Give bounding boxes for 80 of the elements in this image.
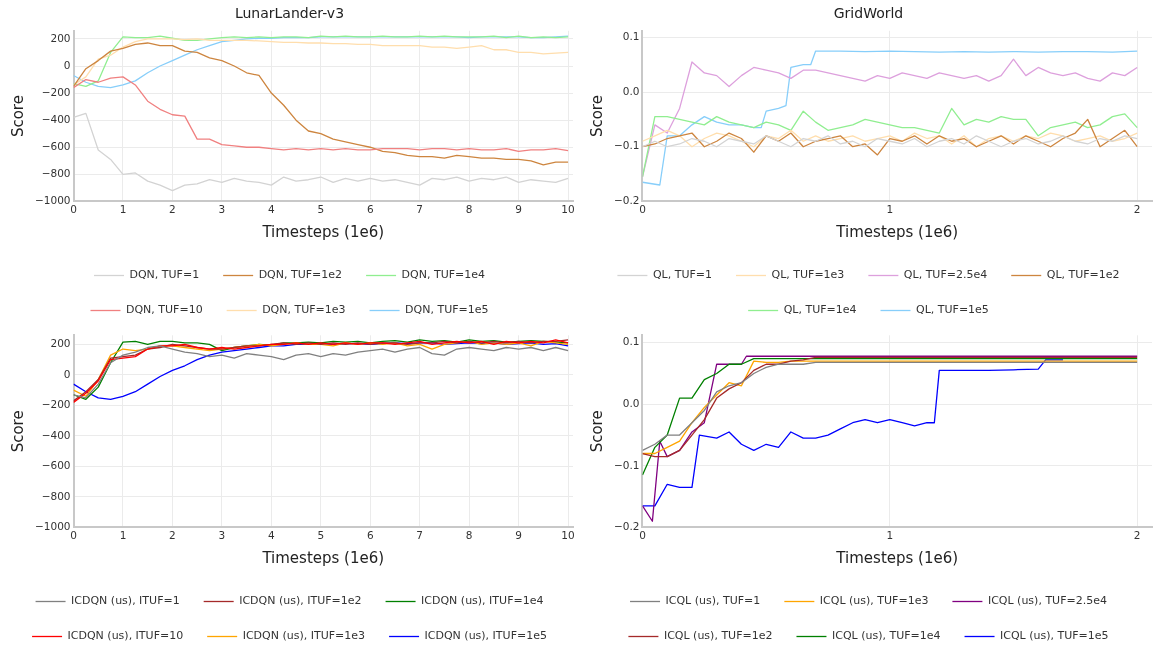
x-tick-label: 6: [366, 203, 374, 216]
y-tick-label: −1000: [34, 194, 71, 207]
x-tick-label: 10: [561, 203, 575, 216]
y-tick-label: 200: [50, 337, 71, 350]
chart-title: GridWorld: [833, 5, 904, 22]
legend-label: ICQL (us), TUF=1e5: [1000, 629, 1109, 643]
legend-label: ICQL (us), TUF=1: [665, 594, 761, 608]
x-tick-label: 10: [561, 529, 575, 542]
legend-label: DQN, TUF=10: [125, 303, 203, 317]
x-tick-label: 3: [218, 529, 226, 542]
x-axis-title: Timesteps (1e6): [835, 222, 959, 241]
y-axis-title: Score: [587, 410, 606, 453]
y-tick-label: −0.1: [614, 458, 640, 471]
legend-label: ICDQN (us), ITUF=1e5: [424, 629, 547, 643]
x-axis-title: Timesteps (1e6): [261, 548, 385, 567]
legend-label: ICDQN (us), ITUF=10: [67, 629, 184, 643]
x-tick-label: 1: [119, 529, 127, 542]
legend-label: QL, TUF=1: [652, 268, 713, 282]
y-tick-label: −800: [41, 167, 71, 180]
x-tick-label: 2: [1133, 529, 1141, 542]
legend-label: ICQL (us), TUF=1e3: [819, 594, 929, 608]
x-tick-label: 5: [317, 529, 325, 542]
legend-label: DQN, TUF=1e3: [262, 303, 346, 317]
x-axis-title: Timesteps (1e6): [835, 548, 959, 567]
y-tick-label: 0: [63, 367, 71, 380]
legend-label: ICQL (us), TUF=1e4: [831, 629, 941, 643]
y-tick-label: 0.0: [622, 396, 640, 409]
x-tick-label: 9: [515, 529, 522, 542]
y-axis-title: Score: [8, 95, 27, 138]
legend-label: QL, TUF=1e3: [771, 268, 845, 282]
x-tick-label: 2: [1133, 203, 1141, 216]
legend-label: QL, TUF=1e2: [1046, 268, 1120, 282]
x-tick-label: 7: [416, 529, 424, 542]
y-tick-label: 0: [63, 58, 71, 71]
y-tick-label: −200: [41, 398, 71, 411]
y-tick-label: 200: [50, 31, 71, 44]
x-tick-label: 1: [119, 203, 127, 216]
x-tick-label: 8: [465, 203, 473, 216]
legend-label: QL, TUF=1e4: [783, 303, 857, 317]
legend-label: ICQL (us), TUF=2.5e4: [987, 594, 1107, 608]
legend-label: DQN, TUF=1e4: [401, 268, 486, 282]
y-tick-label: −800: [41, 489, 71, 502]
legend-label: DQN, TUF=1e5: [405, 303, 489, 317]
y-tick-label: 0.1: [622, 335, 640, 348]
legend-label: QL, TUF=1e5: [916, 303, 989, 317]
legend-label: ICDQN (us), ITUF=1e2: [239, 594, 362, 608]
x-tick-label: 4: [267, 203, 275, 216]
x-tick-label: 1: [886, 529, 894, 542]
legend-label: ICDQN (us), ITUF=1: [71, 594, 180, 608]
x-tick-label: 6: [366, 529, 374, 542]
legend-label: ICDQN (us), ITUF=1e3: [242, 629, 366, 643]
y-tick-label: −0.1: [614, 139, 640, 152]
x-tick-label: 5: [317, 203, 325, 216]
y-tick-label: −1000: [34, 520, 71, 533]
x-tick-label: 4: [267, 529, 275, 542]
x-tick-label: 2: [169, 203, 176, 216]
y-tick-label: 0.1: [622, 30, 640, 43]
y-tick-label: −0.2: [614, 520, 640, 533]
legend-label: DQN, TUF=1: [129, 268, 200, 282]
x-tick-label: 7: [416, 203, 424, 216]
y-tick-label: −0.2: [614, 194, 640, 207]
x-tick-label: 3: [218, 203, 226, 216]
legend-label: DQN, TUF=1e2: [258, 268, 343, 282]
y-axis-title: Score: [587, 95, 606, 138]
y-tick-label: −200: [41, 85, 71, 98]
legend-label: QL, TUF=2.5e4: [903, 268, 988, 282]
x-tick-label: 2: [169, 529, 176, 542]
chart-title: LunarLander-v3: [234, 5, 345, 22]
y-tick-label: −600: [41, 459, 71, 472]
y-tick-label: −400: [41, 112, 71, 125]
x-tick-label: 9: [515, 203, 522, 216]
y-tick-label: 0.0: [622, 84, 640, 97]
x-tick-label: 1: [886, 203, 894, 216]
legend-label: ICDQN (us), ITUF=1e4: [421, 594, 544, 608]
y-tick-label: −600: [41, 139, 71, 152]
x-tick-label: 8: [465, 529, 473, 542]
y-tick-label: −400: [41, 428, 71, 441]
legend-label: ICQL (us), TUF=1e2: [663, 629, 773, 643]
y-axis-title: Score: [8, 410, 27, 453]
x-axis-title: Timesteps (1e6): [261, 222, 385, 241]
